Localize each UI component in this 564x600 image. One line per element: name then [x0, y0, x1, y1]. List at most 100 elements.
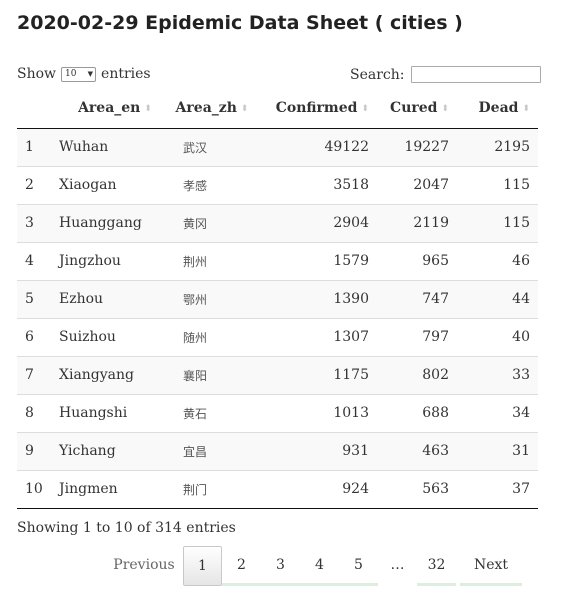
cell-dead: 2195	[457, 128, 538, 166]
page-button-32[interactable]: 32	[417, 546, 456, 586]
page-button-5[interactable]: 5	[339, 546, 378, 586]
cell-area-zh: 襄阳	[171, 355, 253, 394]
cell-confirmed: 1175	[253, 355, 377, 394]
column-header-index[interactable]	[17, 89, 59, 129]
cell-confirmed: 1390	[253, 279, 377, 318]
cell-confirmed: 931	[253, 431, 377, 470]
page-title: 2020-02-29 Epidemic Data Sheet ( cities …	[17, 12, 463, 34]
cell-area-zh: 荆州	[171, 241, 253, 280]
table-row: 4 Jingzhou 荆州 1579 965 46	[17, 241, 538, 280]
cell-dead: 31	[457, 431, 538, 470]
cell-dead: 37	[457, 469, 538, 509]
cell-confirmed: 1307	[253, 317, 377, 356]
cell-area-en: Wuhan	[59, 128, 171, 166]
sort-icon: ⬍	[522, 104, 530, 115]
table-row: 7 Xiangyang 襄阳 1175 802 33	[17, 355, 538, 394]
table-row: 8 Huangshi 黄石 1013 688 34	[17, 393, 538, 432]
cell-area-zh: 黄石	[171, 393, 253, 432]
cell-area-zh: 孝感	[171, 165, 253, 204]
pagination: Previous 1 2 3 4 5 … 32 Next	[105, 545, 522, 587]
page-button-4[interactable]: 4	[300, 546, 339, 586]
search-input[interactable]	[410, 66, 541, 83]
cell-confirmed: 49122	[253, 128, 377, 166]
page-button-2[interactable]: 2	[222, 546, 261, 586]
cell-cured: 19227	[377, 128, 457, 166]
cell-dead: 115	[457, 203, 538, 242]
cell-area-zh: 随州	[171, 317, 253, 356]
column-header-dead[interactable]: Dead ⬍	[457, 89, 538, 129]
cell-area-zh: 武汉	[171, 128, 253, 166]
cell-area-en: Jingmen	[59, 469, 171, 509]
cell-dead: 34	[457, 393, 538, 432]
sort-icon: ⬍	[144, 104, 152, 115]
cell-confirmed: 924	[253, 469, 377, 509]
cell-index: 3	[17, 203, 59, 242]
cell-dead: 115	[457, 165, 538, 204]
cell-area-zh: 宜昌	[171, 431, 253, 470]
cell-area-en: Huangshi	[59, 393, 171, 432]
cell-cured: 2047	[377, 165, 457, 204]
cell-area-zh: 荆门	[171, 469, 253, 509]
table-info: Showing 1 to 10 of 314 entries	[17, 520, 236, 536]
cell-confirmed: 3518	[253, 165, 377, 204]
column-header-area-en[interactable]: Area_en ⬍	[59, 89, 171, 129]
column-header-label: Area_en	[78, 100, 141, 117]
table-header-row: Area_en ⬍ Area_zh ⬍ Confirmed ⬍ Cured ⬍ Dead ⬍	[17, 89, 538, 129]
table-row: 2 Xiaogan 孝感 3518 2047 115	[17, 165, 538, 204]
column-header-label: Area_zh	[175, 100, 237, 117]
cell-area-en: Xiangyang	[59, 355, 171, 394]
cell-index: 6	[17, 317, 59, 356]
column-header-label: Confirmed	[275, 100, 358, 117]
column-header-cured[interactable]: Cured ⬍	[377, 89, 457, 129]
cell-cured: 688	[377, 393, 457, 432]
cell-cured: 563	[377, 469, 457, 509]
cell-dead: 46	[457, 241, 538, 280]
previous-page-button[interactable]: Previous	[113, 556, 175, 573]
next-page-button[interactable]: Next	[460, 546, 522, 586]
cell-index: 10	[17, 469, 59, 509]
sort-icon: ⬍	[361, 104, 369, 115]
table-row: 1 Wuhan 武汉 49122 19227 2195	[17, 128, 538, 166]
cell-confirmed: 2904	[253, 203, 377, 242]
cell-area-zh: 鄂州	[171, 279, 253, 318]
length-suffix-label: entries	[101, 66, 151, 82]
page-length-select[interactable]: 10 ▼	[61, 66, 97, 82]
column-header-confirmed[interactable]: Confirmed ⬍	[253, 89, 377, 129]
page-length-value: 10	[65, 69, 77, 79]
cell-cured: 965	[377, 241, 457, 280]
cell-index: 5	[17, 279, 59, 318]
cell-index: 2	[17, 165, 59, 204]
cell-dead: 33	[457, 355, 538, 394]
table-row: 6 Suizhou 随州 1307 797 40	[17, 317, 538, 356]
cell-cured: 2119	[377, 203, 457, 242]
table-row: 9 Yichang 宜昌 931 463 31	[17, 431, 538, 470]
pagination-ellipsis: …	[390, 556, 405, 573]
cell-index: 9	[17, 431, 59, 470]
cell-index: 8	[17, 393, 59, 432]
column-header-area-zh[interactable]: Area_zh ⬍	[171, 89, 253, 129]
cell-dead: 40	[457, 317, 538, 356]
cell-index: 7	[17, 355, 59, 394]
cell-index: 4	[17, 241, 59, 280]
cell-area-zh: 黄冈	[171, 203, 253, 242]
cell-area-en: Suizhou	[59, 317, 171, 356]
page-button-1[interactable]: 1	[183, 546, 222, 586]
cell-dead: 44	[457, 279, 538, 318]
cell-confirmed: 1013	[253, 393, 377, 432]
dropdown-arrow-icon: ▼	[87, 70, 94, 78]
length-prefix-label: Show	[17, 66, 57, 82]
cell-area-en: Xiaogan	[59, 165, 171, 204]
cell-cured: 802	[377, 355, 457, 394]
table-body: 1 Wuhan 武汉 49122 19227 2195 2 Xiaogan 孝感 3518 2047…	[17, 128, 538, 509]
table-row: 5 Ezhou 鄂州 1390 747 44	[17, 279, 538, 318]
cell-area-en: Huanggang	[59, 203, 171, 242]
sort-icon: ⬍	[240, 104, 249, 115]
cell-area-en: Jingzhou	[59, 241, 171, 280]
cell-cured: 747	[377, 279, 457, 318]
table-row: 10 Jingmen 荆门 924 563 37	[17, 469, 538, 509]
search-label: Search:	[350, 66, 405, 83]
page-button-3[interactable]: 3	[261, 546, 300, 586]
search-control: Search:	[350, 66, 541, 83]
